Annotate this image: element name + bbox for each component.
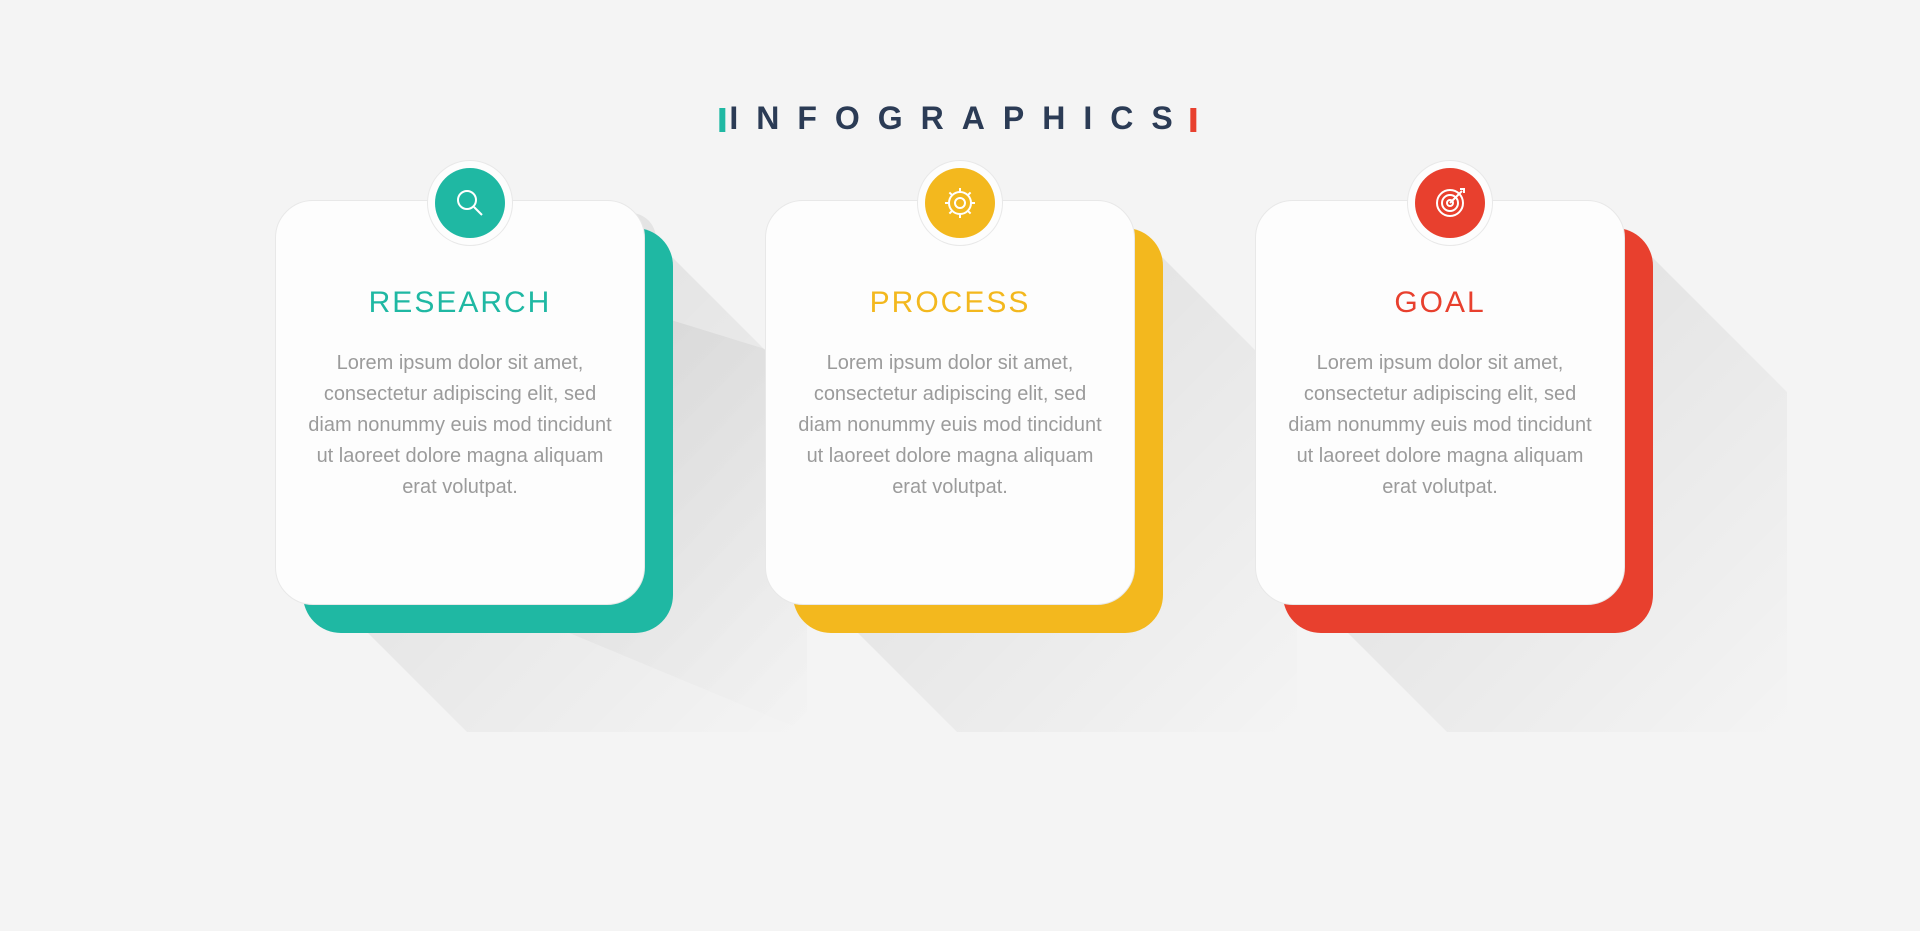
card-body: Lorem ipsum dolor sit amet, consectetur … bbox=[1286, 348, 1594, 503]
title-left-mark bbox=[719, 108, 725, 132]
card-badge bbox=[427, 160, 513, 246]
page-title: INFOGRAPHICS bbox=[719, 100, 1200, 137]
card-research: RESEARCH Lorem ipsum dolor sit amet, con… bbox=[275, 200, 665, 630]
card-body: Lorem ipsum dolor sit amet, consectetur … bbox=[306, 348, 614, 503]
card-body: Lorem ipsum dolor sit amet, consectetur … bbox=[796, 348, 1104, 503]
card-front: PROCESS Lorem ipsum dolor sit amet, cons… bbox=[765, 200, 1135, 605]
target-icon bbox=[1415, 168, 1485, 238]
magnifier-icon bbox=[435, 168, 505, 238]
title-right-mark bbox=[1191, 108, 1197, 132]
card-goal: GOAL Lorem ipsum dolor sit amet, consect… bbox=[1255, 200, 1645, 630]
card-title: GOAL bbox=[1286, 286, 1594, 320]
card-title: PROCESS bbox=[796, 286, 1104, 320]
card-title: RESEARCH bbox=[306, 286, 614, 320]
gear-icon bbox=[925, 168, 995, 238]
card-badge bbox=[917, 160, 1003, 246]
card-process: PROCESS Lorem ipsum dolor sit amet, cons… bbox=[765, 200, 1155, 630]
card-front: RESEARCH Lorem ipsum dolor sit amet, con… bbox=[275, 200, 645, 605]
infographic-canvas: INFOGRAPHICS RESEARCH Lorem ipsum dolor … bbox=[0, 0, 1920, 931]
title-text: INFOGRAPHICS bbox=[729, 100, 1190, 136]
cards-row: RESEARCH Lorem ipsum dolor sit amet, con… bbox=[275, 200, 1645, 630]
card-badge bbox=[1407, 160, 1493, 246]
card-front: GOAL Lorem ipsum dolor sit amet, consect… bbox=[1255, 200, 1625, 605]
